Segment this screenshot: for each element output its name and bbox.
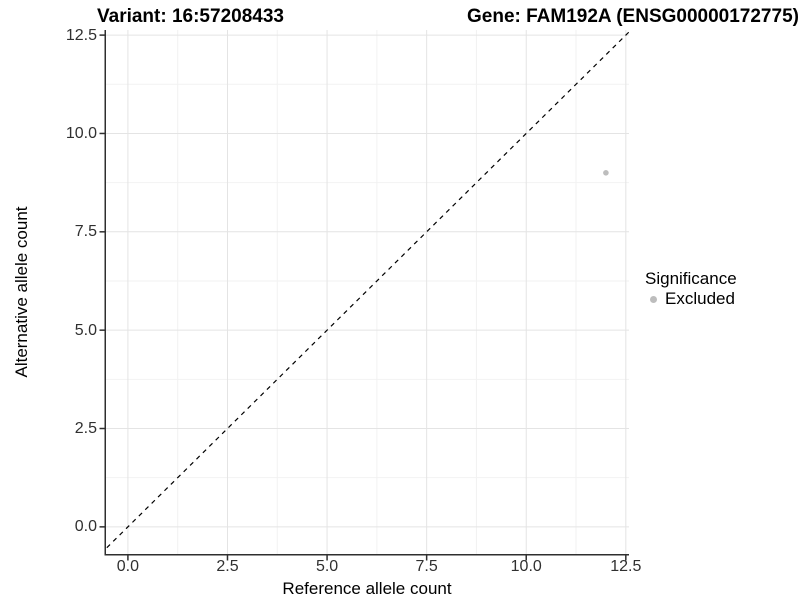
legend-item-label: Excluded	[665, 289, 735, 308]
x-tick-label: 5.0	[315, 558, 339, 575]
y-tick-label: 2.5	[74, 420, 97, 437]
x-tick-label: 12.5	[610, 558, 642, 575]
y-tick-label: 7.5	[74, 223, 97, 241]
plot-title-gene: Gene: FAM192A (ENSG00000172775)	[467, 6, 799, 27]
y-tick-label: 10.0	[65, 124, 97, 142]
data-point	[603, 170, 609, 176]
x-tick-label: 0.0	[116, 558, 140, 575]
legend-marker-excluded-icon	[650, 295, 657, 303]
identity-line	[106, 31, 629, 550]
x-tick-label: 7.5	[415, 558, 438, 575]
y-tick-label: 5.0	[74, 321, 97, 339]
legend-item-excluded: Excluded	[645, 289, 737, 309]
y-tick-label: 12.5	[65, 26, 97, 44]
legend: Significance Excluded	[645, 268, 737, 309]
plot-title-variant: Variant: 16:57208433	[97, 6, 284, 27]
x-axis-title: Reference allele count	[282, 579, 452, 598]
y-tick-label: 0.0	[74, 518, 97, 536]
legend-title: Significance	[645, 269, 737, 288]
x-tick-label: 10.0	[510, 558, 542, 575]
x-tick-label: 2.5	[216, 558, 239, 575]
